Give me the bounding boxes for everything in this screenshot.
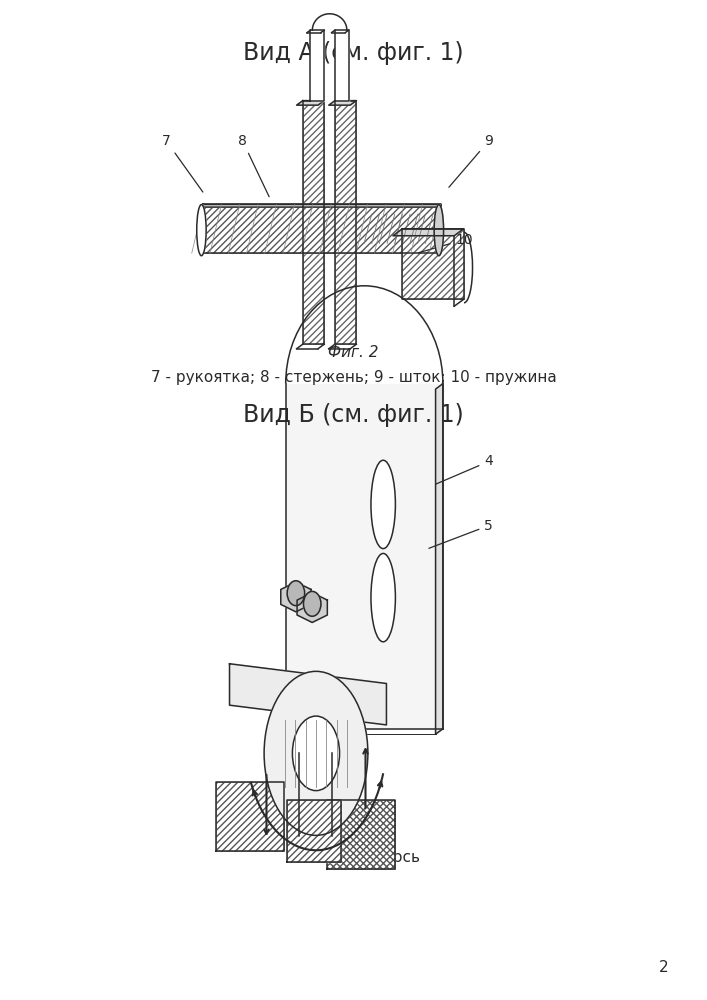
Ellipse shape xyxy=(371,553,395,642)
Text: Фиг. 2: Фиг. 2 xyxy=(328,345,379,360)
Polygon shape xyxy=(335,101,356,344)
Polygon shape xyxy=(327,800,395,869)
Polygon shape xyxy=(281,582,311,612)
Text: 10: 10 xyxy=(419,233,473,253)
Polygon shape xyxy=(393,229,464,236)
Polygon shape xyxy=(297,101,325,105)
Polygon shape xyxy=(402,229,464,299)
Ellipse shape xyxy=(264,671,368,835)
Polygon shape xyxy=(436,384,443,734)
Text: 2: 2 xyxy=(659,960,669,975)
Polygon shape xyxy=(329,101,356,105)
Polygon shape xyxy=(199,204,440,207)
Polygon shape xyxy=(287,800,341,862)
Text: Вид Б (см. фиг. 1): Вид Б (см. фиг. 1) xyxy=(243,403,464,427)
Polygon shape xyxy=(286,384,443,729)
Polygon shape xyxy=(303,101,325,344)
Text: 8: 8 xyxy=(238,134,269,197)
Text: 5: 5 xyxy=(429,519,493,548)
Ellipse shape xyxy=(371,460,395,549)
Polygon shape xyxy=(230,664,387,725)
Text: 4: 4 xyxy=(436,454,493,484)
Text: Вид А (см. фиг. 1): Вид А (см. фиг. 1) xyxy=(243,41,464,65)
Text: 7 - рукоятка; 8 - стержень; 9 - шток; 10 - пружина: 7 - рукоятка; 8 - стержень; 9 - шток; 10… xyxy=(151,370,556,385)
Circle shape xyxy=(287,581,305,606)
Polygon shape xyxy=(216,782,284,851)
Polygon shape xyxy=(310,30,325,101)
Ellipse shape xyxy=(434,205,443,256)
Text: 7: 7 xyxy=(162,134,203,192)
Text: 9: 9 xyxy=(449,134,493,187)
Ellipse shape xyxy=(293,716,339,791)
Polygon shape xyxy=(335,30,349,101)
Circle shape xyxy=(303,591,321,616)
Polygon shape xyxy=(203,204,440,253)
Text: Фиг. 3: Фиг. 3 xyxy=(328,827,379,842)
Polygon shape xyxy=(297,593,327,622)
Ellipse shape xyxy=(197,205,206,256)
Text: 4 - вилка; 5 - ось: 4 - вилка; 5 - ось xyxy=(286,850,421,865)
